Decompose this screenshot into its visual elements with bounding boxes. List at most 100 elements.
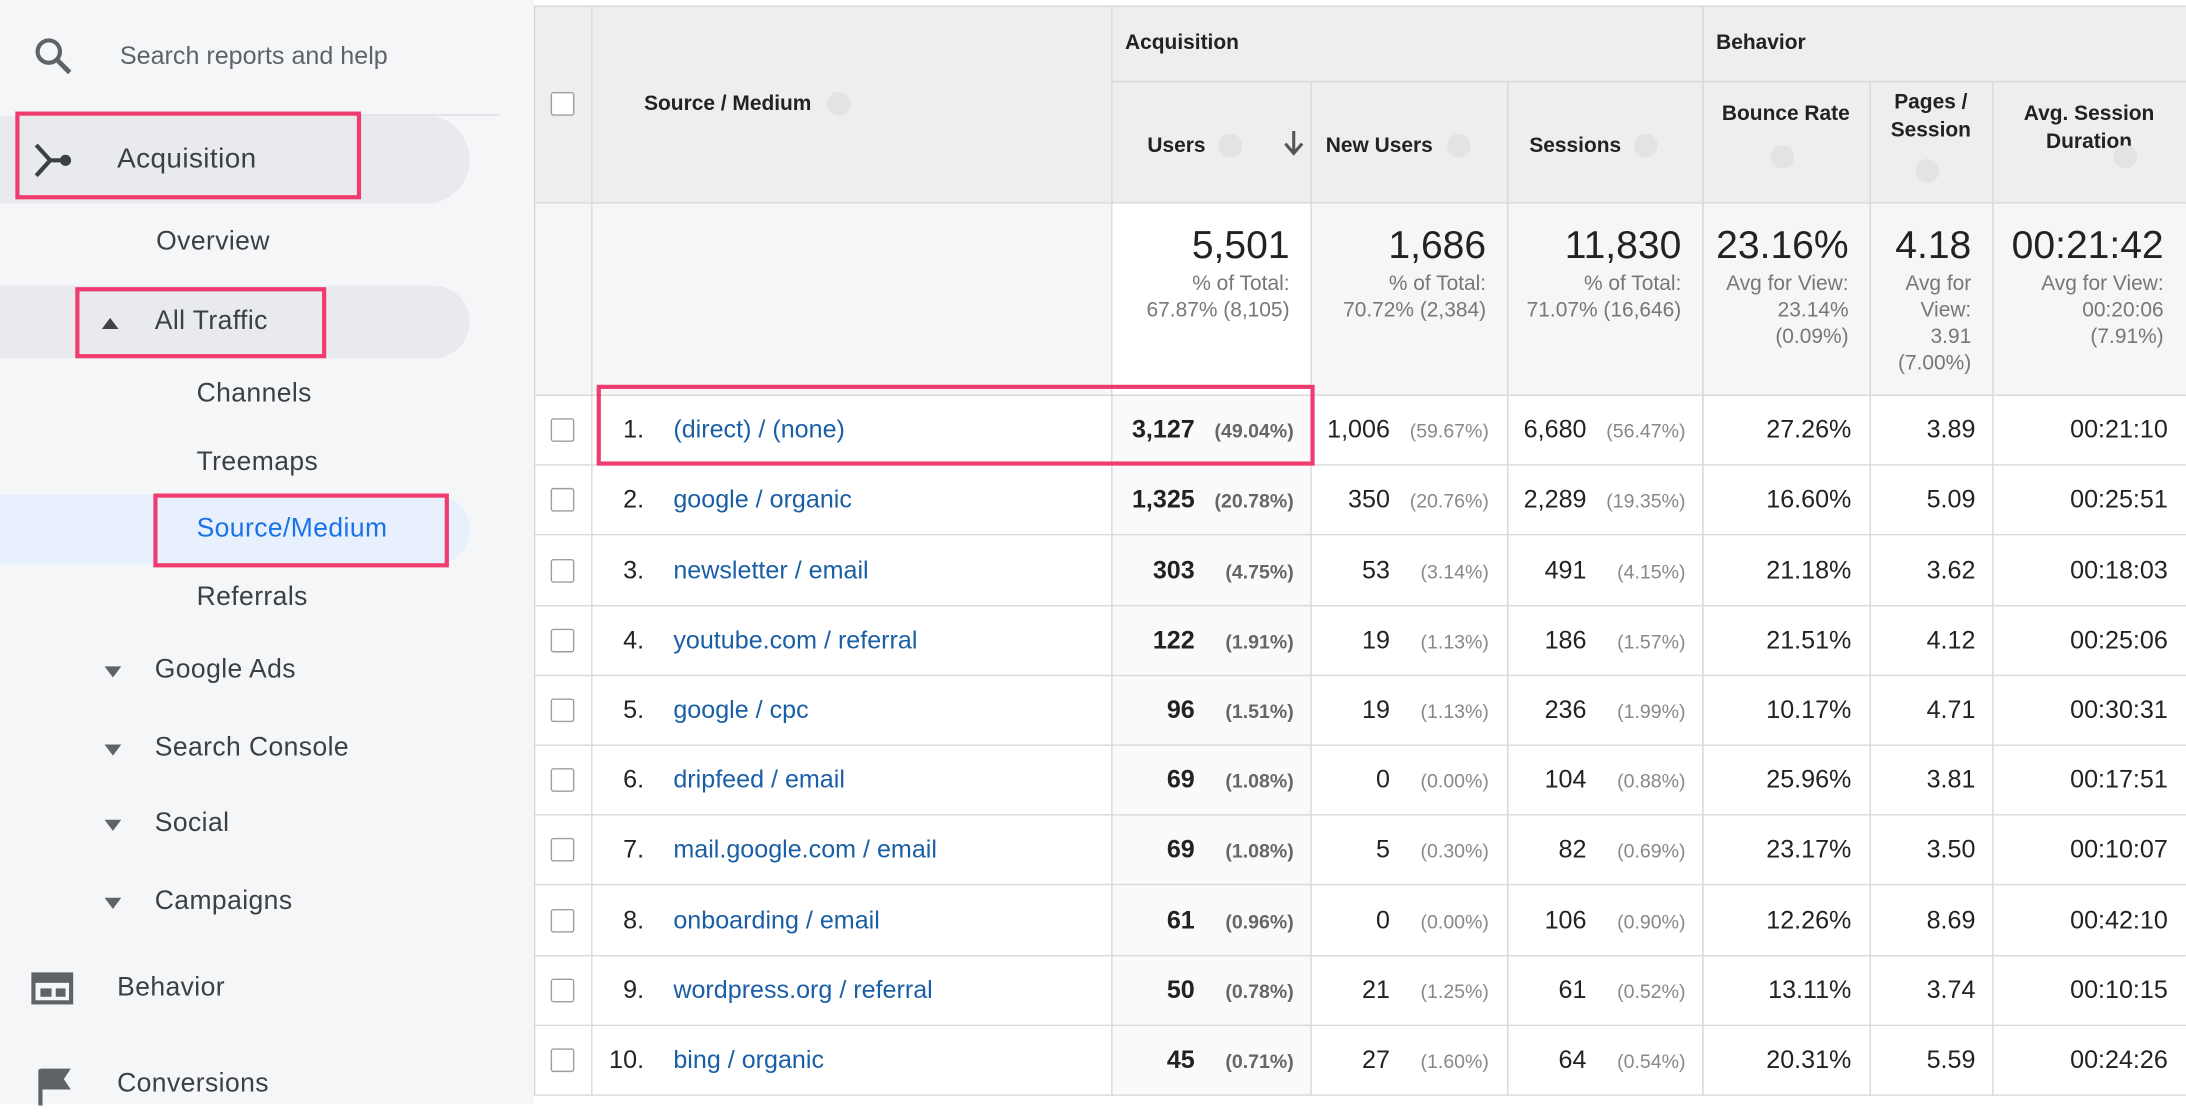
grid-line (1992, 80, 1994, 1096)
column-header[interactable]: Users (1147, 133, 1206, 158)
total-line: 23.14% (1777, 298, 1849, 323)
nav-item[interactable]: Treemaps (196, 446, 319, 477)
pages-per-session: 4.12 (1926, 625, 1976, 654)
nav-item[interactable]: Source/Medium (196, 513, 388, 544)
grid-line (1310, 80, 1312, 1096)
nav-item[interactable]: Campaigns (154, 885, 293, 916)
column-header[interactable]: Pages / Session (1890, 90, 1971, 143)
pages-per-session: 8.69 (1926, 905, 1976, 934)
caret-icon (103, 816, 123, 833)
column-header[interactable]: New Users (1325, 133, 1433, 158)
selected-bg (0, 494, 470, 565)
total-line: (7.00%) (1898, 351, 1972, 376)
rank: 8. (623, 905, 645, 934)
row-checkbox[interactable] (550, 418, 575, 443)
row-checkbox[interactable] (550, 558, 575, 583)
nav-item[interactable]: Social (154, 807, 230, 838)
selected-bg (0, 115, 470, 204)
users-pct: (1.51%) (1225, 699, 1294, 722)
row-checkbox[interactable] (550, 488, 575, 513)
users: 96 (1166, 695, 1195, 724)
column-header[interactable]: Sessions (1529, 133, 1622, 158)
bounce-rate: 13.11% (1768, 975, 1852, 1004)
row-checkbox[interactable] (550, 698, 575, 722)
row-checkbox[interactable] (550, 838, 575, 862)
total-line: 71.07% (16,646) (1526, 298, 1682, 323)
source-link[interactable]: dripfeed / email (673, 765, 845, 794)
sessions: 186 (1544, 625, 1587, 654)
nav-item[interactable]: Search Console (154, 732, 350, 762)
bounce-rate: 25.96% (1766, 765, 1852, 794)
rank: 2. (623, 485, 645, 514)
new-users-pct: (0.00%) (1420, 769, 1489, 792)
total-detail: Avg for View: 23.14% (0.09%) (1713, 270, 1848, 349)
users-pct: (1.08%) (1225, 839, 1294, 862)
avg-session-duration: 00:17:51 (2070, 765, 2168, 794)
nav-item[interactable]: Acquisition (117, 143, 257, 175)
grid-line (1111, 80, 2186, 83)
users: 69 (1166, 765, 1195, 794)
source-link[interactable]: onboarding / email (673, 905, 880, 934)
nav-item[interactable]: Referrals (196, 582, 308, 612)
nav-item[interactable]: Behavior (117, 972, 225, 1002)
total-line: % of Total: (1192, 271, 1290, 296)
nav-item[interactable]: Channels (196, 378, 312, 408)
highlight-box (75, 287, 327, 359)
rank: 9. (623, 975, 645, 1004)
sessions-pct: (0.90%) (1617, 909, 1686, 932)
source-link[interactable]: google / organic (673, 485, 852, 514)
source-link[interactable]: mail.google.com / email (673, 835, 937, 864)
nav-item[interactable]: Google Ads (154, 654, 296, 684)
sessions: 104 (1544, 765, 1587, 794)
source-link[interactable]: (direct) / (none) (673, 415, 845, 444)
total-line: % of Total: (1584, 271, 1682, 296)
rank: 5. (623, 695, 645, 724)
avg-session-duration: 00:21:10 (2070, 415, 2168, 444)
grid-line (533, 604, 2186, 606)
source-link[interactable]: wordpress.org / referral (673, 975, 933, 1004)
help-icon (1218, 133, 1243, 158)
rank: 1. (623, 415, 645, 444)
nav-item[interactable]: Overview (156, 226, 270, 256)
caret-icon (100, 314, 120, 331)
new-users: 350 (1348, 485, 1390, 514)
grid-line (533, 5, 536, 1096)
row-checkbox[interactable] (550, 908, 575, 932)
total-line: (0.09%) (1775, 324, 1849, 349)
new-users: 1,006 (1327, 415, 1390, 444)
header-checkbox (550, 92, 575, 116)
source-link[interactable]: bing / organic (673, 1045, 825, 1074)
row-checkbox[interactable] (550, 978, 575, 1002)
column-header[interactable]: Bounce Rate (1721, 101, 1850, 126)
help-icon (826, 92, 851, 116)
bounce-rate: 21.18% (1766, 555, 1852, 584)
new-users-pct: (1.25%) (1420, 979, 1489, 1002)
sessions-pct: (0.52%) (1617, 979, 1686, 1002)
sessions-pct: (19.35%) (1606, 489, 1686, 513)
new-users-pct: (0.00%) (1420, 909, 1489, 932)
row-checkbox[interactable] (550, 768, 575, 792)
new-users-pct: (1.13%) (1420, 629, 1489, 653)
users: 122 (1152, 625, 1195, 654)
source-link[interactable]: google / cpc (673, 695, 809, 724)
row-checkbox[interactable] (550, 628, 575, 653)
source-link[interactable]: newsletter / email (673, 555, 869, 584)
header-bg (533, 5, 2186, 203)
column-header[interactable]: Source / Medium (644, 92, 812, 116)
total-value: 00:21:42 (2011, 223, 2164, 267)
avg-session-duration: 00:18:03 (2070, 555, 2168, 584)
nav-item[interactable]: All Traffic (154, 306, 268, 336)
grid-line (533, 744, 2186, 746)
sessions-pct: (0.54%) (1617, 1049, 1686, 1072)
pages-per-session: 3.74 (1926, 975, 1976, 1004)
users-pct: (1.08%) (1225, 769, 1294, 792)
sessions: 106 (1544, 905, 1587, 934)
grid-line (533, 1094, 2186, 1096)
source-link[interactable]: youtube.com / referral (673, 625, 918, 654)
sessions: 6,680 (1523, 415, 1587, 444)
column-header[interactable]: Avg. Session Duration (2023, 101, 2155, 154)
users: 61 (1166, 905, 1195, 934)
nav-item[interactable]: Conversions (117, 1068, 269, 1098)
row-checkbox[interactable] (550, 1048, 575, 1072)
